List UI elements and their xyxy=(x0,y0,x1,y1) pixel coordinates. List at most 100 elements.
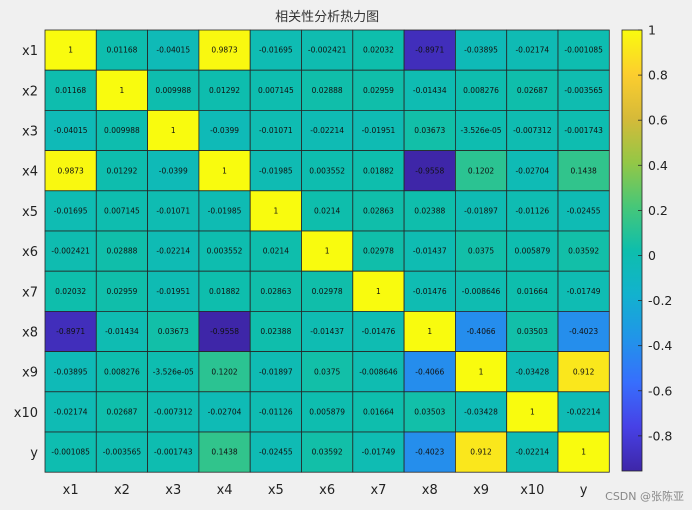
column-tick-label: x1 xyxy=(63,483,79,498)
colorbar-tick-label: 0 xyxy=(648,248,656,263)
cell-value-label: 1 xyxy=(222,166,227,175)
heatmap-cell xyxy=(95,431,149,473)
heatmap-cell xyxy=(44,29,97,71)
cell-value-label: 1 xyxy=(120,86,125,95)
cell-value-label: -0.007312 xyxy=(513,126,552,135)
heatmap-cell xyxy=(403,310,456,352)
cell-value-label: -0.01695 xyxy=(54,207,88,216)
cell-value-label: -0.02214 xyxy=(515,448,549,457)
cell-value-label: -3.526e-05 xyxy=(153,367,194,376)
cell-value-label: 0.02863 xyxy=(260,287,291,296)
column-tick-label: x10 xyxy=(520,483,544,498)
cell-value-label: 0.1202 xyxy=(468,166,494,175)
heatmap-cell xyxy=(557,391,610,433)
heatmap-cell xyxy=(44,431,97,473)
cell-value-label: 1 xyxy=(273,207,278,216)
heatmap-cell xyxy=(198,310,251,352)
cell-value-label: -0.001085 xyxy=(564,46,603,55)
cell-value-label: -0.01985 xyxy=(208,207,242,216)
heatmap-cell xyxy=(95,190,149,232)
colorbar-gradient xyxy=(621,29,643,472)
cell-value-label: -0.8971 xyxy=(56,327,85,336)
heatmap-cell xyxy=(506,190,559,232)
cell-value-label: -0.02704 xyxy=(208,408,242,417)
heatmap-cell xyxy=(198,190,251,232)
heatmap-cell xyxy=(147,69,200,111)
cell-value-label: -0.4066 xyxy=(415,367,444,376)
column-tick-label: x6 xyxy=(319,483,335,498)
cell-value-label: 0.008276 xyxy=(463,86,499,95)
cell-value-label: -0.03428 xyxy=(464,408,498,417)
cell-value-label: -0.02174 xyxy=(54,408,88,417)
cell-value-label: 0.03503 xyxy=(414,408,445,417)
cell-value-label: -0.01126 xyxy=(515,207,549,216)
cell-value-label: 0.0214 xyxy=(314,207,340,216)
row-tick-label: x4 xyxy=(22,165,38,180)
row-tick-label: x3 xyxy=(22,125,38,140)
cell-value-label: 0.912 xyxy=(470,448,492,457)
cell-value-label: -0.02214 xyxy=(310,126,344,135)
heatmap-cell xyxy=(352,69,405,111)
heatmap-cell xyxy=(403,29,456,71)
cell-value-label: -0.01951 xyxy=(362,126,396,135)
cell-value-label: 1 xyxy=(427,327,432,336)
cell-value-label: -0.02455 xyxy=(259,448,293,457)
row-tick-label: x9 xyxy=(22,366,38,381)
cell-value-label: 1 xyxy=(68,46,73,55)
cell-value-label: 0.01664 xyxy=(363,408,394,417)
cell-value-label: -0.4066 xyxy=(467,327,496,336)
cell-value-label: 0.02863 xyxy=(363,207,394,216)
cell-value-label: -0.8971 xyxy=(415,46,444,55)
cell-value-label: -0.001743 xyxy=(154,448,193,457)
cell-value-label: 0.02032 xyxy=(363,46,394,55)
heatmap-cell xyxy=(454,431,508,473)
row-tick-labels: x1 x2 x3 x4 x5 x6 x7 x8 x9 x10 y xyxy=(14,44,39,461)
cell-value-label: 1 xyxy=(171,126,176,135)
cell-value-label: 0.01882 xyxy=(363,166,394,175)
heatmap-cell xyxy=(557,351,610,393)
cell-value-label: -0.01749 xyxy=(362,448,396,457)
cell-value-label: -0.03428 xyxy=(515,367,549,376)
cell-value-label: -0.007312 xyxy=(154,408,193,417)
cell-value-label: -0.01071 xyxy=(156,207,190,216)
heatmap-cell-labels: 1 0.01168 -0.04015 0.9873 -0.01695 -0.002421 0… xyxy=(51,46,603,457)
heatmap-cell xyxy=(454,230,508,272)
heatmap-cell xyxy=(301,270,354,312)
column-tick-labels: x1 x2 x3 x4 x5 x6 x7 x8 x9 x10 y xyxy=(63,483,588,498)
column-tick-label: x3 xyxy=(165,483,181,498)
cell-value-label: 0.007145 xyxy=(258,86,294,95)
heatmap-cell xyxy=(44,230,97,272)
cell-value-label: -0.01695 xyxy=(259,46,293,55)
cell-value-label: 1 xyxy=(376,287,381,296)
cell-value-label: 0.02959 xyxy=(106,287,137,296)
cell-value-label: 0.912 xyxy=(573,367,595,376)
heatmap-cell xyxy=(44,270,97,312)
heatmap-cell xyxy=(147,351,200,393)
heatmap-cell xyxy=(352,150,405,192)
heatmap-cell xyxy=(147,431,200,473)
cell-value-label: 0.02388 xyxy=(414,207,445,216)
cell-value-label: -0.0399 xyxy=(210,126,239,135)
heatmap-cell xyxy=(403,270,456,312)
cell-value-label: 0.007145 xyxy=(104,207,140,216)
cell-value-label: 0.1438 xyxy=(571,166,597,175)
cell-value-label: -0.002421 xyxy=(308,46,347,55)
heatmap-cell xyxy=(44,110,97,152)
cell-value-label: 0.0214 xyxy=(263,247,289,256)
cell-value-label: 0.01168 xyxy=(106,46,137,55)
cell-value-label: 0.01882 xyxy=(209,287,240,296)
cell-value-label: 0.008276 xyxy=(104,367,140,376)
cell-value-label: -0.01126 xyxy=(259,408,293,417)
heatmap-cell xyxy=(44,351,97,393)
heatmap-cell xyxy=(44,190,97,232)
cell-value-label: -0.008646 xyxy=(462,287,501,296)
colorbar-tick-label: 1 xyxy=(648,23,656,38)
column-tick-label: x8 xyxy=(422,483,438,498)
cell-value-label: -0.001743 xyxy=(564,126,603,135)
heatmap-cell xyxy=(44,310,97,352)
cell-value-label: -0.001085 xyxy=(51,448,90,457)
heatmap-cell xyxy=(95,270,149,312)
heatmap-cell xyxy=(147,190,200,232)
colorbar-tick-label: 0.6 xyxy=(648,113,668,128)
heatmap-cell xyxy=(557,190,610,232)
